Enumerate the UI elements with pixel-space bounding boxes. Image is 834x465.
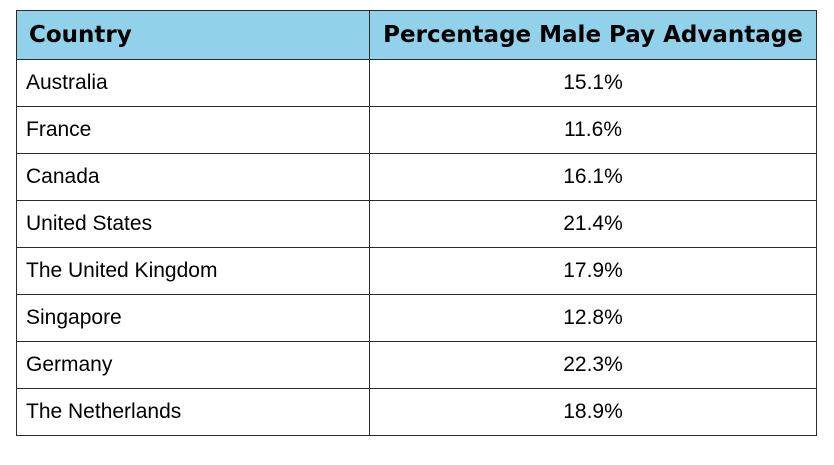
pay-advantage-cell: 16.1% [369,153,817,201]
column-header-country: Country [16,10,370,60]
pay-advantage-cell: 15.1% [369,59,817,107]
pay-advantage-cell: 18.9% [369,388,817,436]
country-cell: Canada [16,153,370,201]
pay-advantage-cell: 11.6% [369,106,817,154]
table-row: France 11.6% [16,106,817,154]
country-cell: Australia [16,59,370,107]
column-header-pay-advantage: Percentage Male Pay Advantage [369,10,817,60]
table-row: Germany 22.3% [16,341,817,389]
table-row: Canada 16.1% [16,153,817,201]
table-body: Australia 15.1% France 11.6% Canada 16.1% Unit… [16,59,817,436]
table-row: Singapore 12.8% [16,294,817,342]
table-row: The United Kingdom 17.9% [16,247,817,295]
pay-advantage-cell: 17.9% [369,247,817,295]
country-cell: France [16,106,370,154]
country-cell: Singapore [16,294,370,342]
country-cell: United States [16,200,370,248]
pay-advantage-cell: 21.4% [369,200,817,248]
table-header-row: Country Percentage Male Pay Advantage [16,10,817,60]
pay-advantage-cell: 22.3% [369,341,817,389]
pay-advantage-cell: 12.8% [369,294,817,342]
country-cell: The Netherlands [16,388,370,436]
country-cell: Germany [16,341,370,389]
pay-advantage-table: Country Percentage Male Pay Advantage Au… [16,10,817,436]
table-row: Australia 15.1% [16,59,817,107]
table-row: United States 21.4% [16,200,817,248]
table-row: The Netherlands 18.9% [16,388,817,436]
country-cell: The United Kingdom [16,247,370,295]
